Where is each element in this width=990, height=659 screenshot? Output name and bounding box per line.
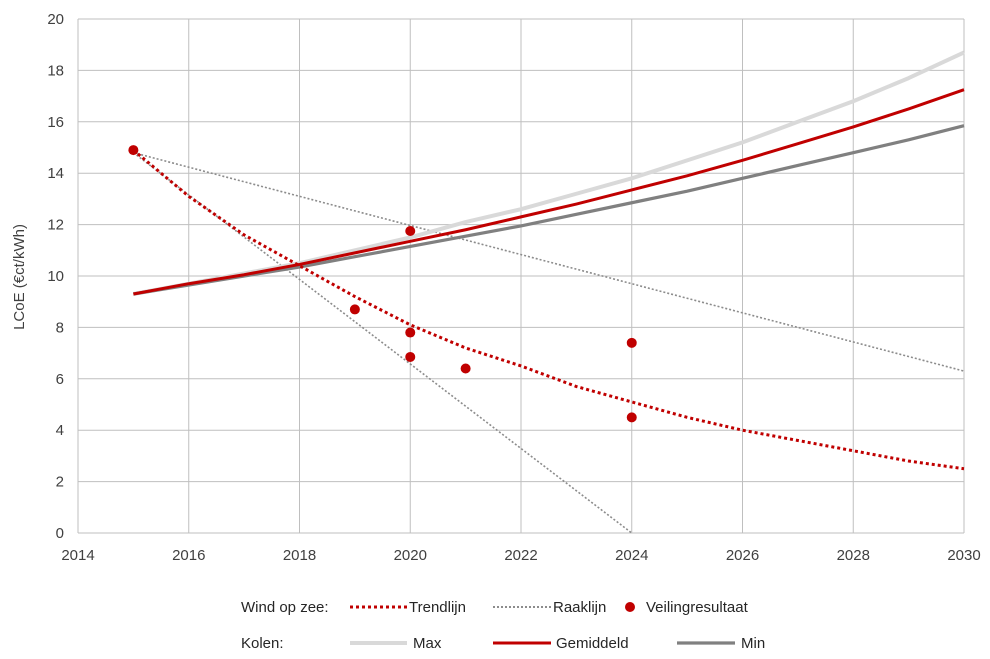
x-tick-label: 2022 [504,547,537,564]
y-tick-label: 20 [47,11,64,28]
veilingresultaat-point [405,226,416,237]
legend-group-label: Kolen: [241,635,284,652]
x-tick-label: 2024 [615,547,648,564]
y-tick-label: 4 [56,422,64,439]
axes: 2014 2016 2018 2020 2022 2024 2026 2028 20300246… [47,11,980,564]
veilingresultaat-point [349,304,360,315]
legend: Wind op zee: Trendlijn Raaklijn Veilingresu… [241,599,765,652]
veilingresultaat-point [626,412,637,423]
y-tick-label: 14 [47,165,64,182]
veilingresultaat-point [405,327,416,338]
min-line [133,124,965,296]
veilingresultaat-point [128,145,139,156]
y-axis-label: LCoE (€ct/kWh) [11,224,28,330]
x-tick-label: 2030 [947,547,980,564]
x-tick-label: 2014 [61,547,94,564]
y-tick-label: 16 [47,114,64,131]
y-tick-label: 8 [56,319,64,336]
x-tick-label: 2028 [837,547,870,564]
x-tick-label: 2016 [172,547,205,564]
x-tick-label: 2018 [283,547,316,564]
y-tick-label: 18 [47,62,64,79]
y-tick-label: 12 [47,217,64,234]
legend-label-raaklijn: Raaklijn [553,599,606,616]
y-tick-label: 10 [47,268,64,285]
y-tick-label: 0 [56,525,64,542]
x-tick-label: 2020 [394,547,427,564]
trendlijn-line [132,148,965,471]
x-tick-label: 2026 [726,547,759,564]
y-tick-label: 2 [56,474,64,491]
legend-swatch-veilingresultaat [625,602,635,612]
legend-label-min: Min [741,635,765,652]
raaklijn-line [132,152,633,534]
raaklijn-line [133,151,965,372]
gemiddeld-line [133,88,965,296]
veilingresultaat-point [626,337,637,348]
y-tick-label: 6 [56,371,64,388]
plot-area [128,50,965,534]
legend-label-gemiddeld: Gemiddeld [556,635,629,652]
grid [77,18,965,534]
legend-label-veilingresultaat: Veilingresultaat [646,599,749,616]
legend-group-label: Wind op zee: [241,599,329,616]
legend-label-trendlijn: Trendlijn [409,599,466,616]
veilingresultaat-point [460,363,471,374]
veilingresultaat-point [405,351,416,362]
legend-label-max: Max [413,635,442,652]
